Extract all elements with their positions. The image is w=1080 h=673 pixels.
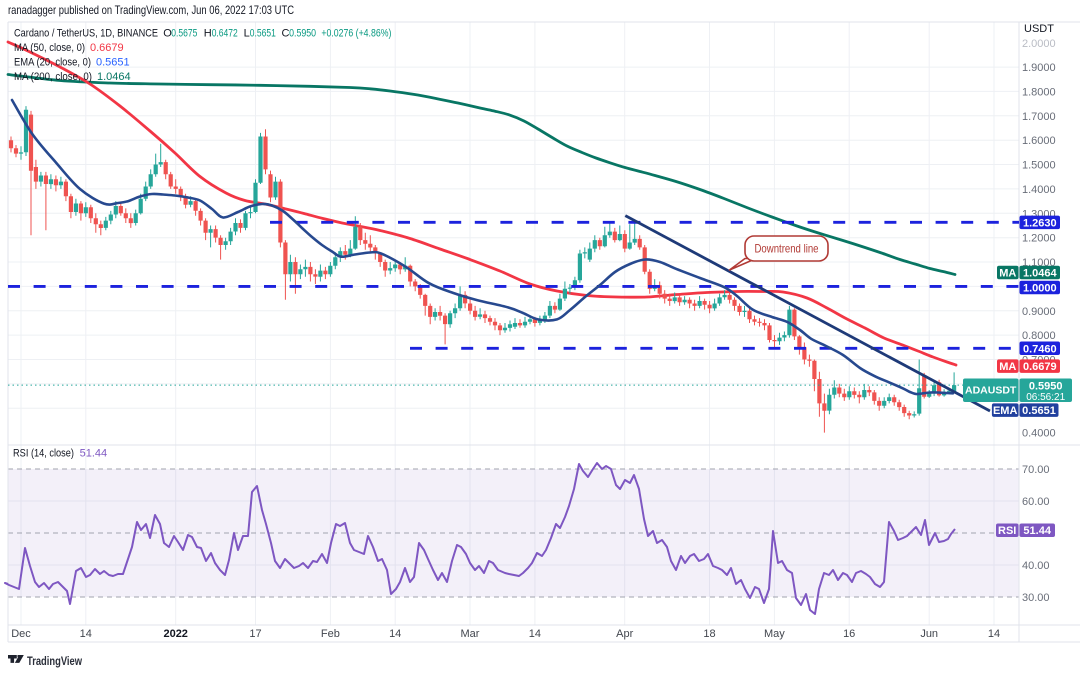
svg-text:1.0464: 1.0464 [1023, 268, 1058, 280]
svg-text:14: 14 [988, 628, 1000, 640]
svg-text:MA (50, close, 0): MA (50, close, 0) [14, 42, 85, 54]
svg-text:1.2000: 1.2000 [1022, 233, 1056, 245]
svg-text:0.5651: 0.5651 [250, 28, 276, 40]
svg-text:0.8000: 0.8000 [1022, 330, 1056, 342]
svg-text:0.5950: 0.5950 [1029, 381, 1063, 393]
svg-text:14: 14 [389, 628, 401, 640]
svg-text:RSI (14, close): RSI (14, close) [13, 448, 74, 460]
svg-text:1.7000: 1.7000 [1022, 111, 1056, 123]
svg-text:0.5651: 0.5651 [96, 57, 130, 69]
svg-text:18: 18 [703, 628, 715, 640]
svg-text:1.0464: 1.0464 [97, 71, 131, 83]
svg-text:40.00: 40.00 [1022, 560, 1050, 572]
svg-text:Apr: Apr [616, 628, 633, 640]
svg-text:0.6472: 0.6472 [212, 28, 238, 40]
svg-text:2022: 2022 [163, 628, 187, 640]
svg-text:Dec: Dec [11, 628, 31, 640]
svg-text:EMA (20, close, 0): EMA (20, close, 0) [14, 57, 91, 69]
svg-text:0.5950: 0.5950 [289, 28, 316, 40]
svg-text:51.44: 51.44 [1023, 525, 1051, 537]
svg-text:0.7460: 0.7460 [1023, 343, 1057, 355]
svg-text:MA: MA [999, 361, 1016, 373]
svg-text:1.2630: 1.2630 [1023, 217, 1057, 229]
svg-text:0.6679: 0.6679 [1023, 361, 1057, 373]
svg-text:Jun: Jun [920, 628, 938, 640]
svg-text:Feb: Feb [321, 628, 340, 640]
svg-text:MA (200, close, 0): MA (200, close, 0) [14, 71, 92, 83]
svg-text:ranadagger published on Tradin: ranadagger published on TradingView.com,… [8, 3, 294, 17]
svg-text:ADAUSDT: ADAUSDT [965, 385, 1017, 397]
svg-text:MA: MA [999, 268, 1016, 280]
svg-text:1.9000: 1.9000 [1022, 62, 1056, 74]
svg-text:L: L [244, 28, 250, 40]
svg-text:USDT: USDT [1024, 23, 1054, 35]
svg-text:C: C [282, 28, 290, 40]
svg-text:14: 14 [529, 628, 541, 640]
svg-text:Cardano / TetherUS, 1D, BINANC: Cardano / TetherUS, 1D, BINANCE [14, 28, 158, 40]
svg-text:0.4000: 0.4000 [1022, 428, 1056, 440]
svg-text:TradingView: TradingView [27, 656, 82, 668]
svg-text:1.6000: 1.6000 [1022, 135, 1056, 147]
svg-text:1.8000: 1.8000 [1022, 86, 1056, 98]
svg-text:06:56:21: 06:56:21 [1026, 392, 1065, 403]
svg-text:1.5000: 1.5000 [1022, 160, 1056, 172]
svg-text:17: 17 [249, 628, 261, 640]
svg-text:Downtrend line: Downtrend line [755, 242, 819, 256]
svg-text:RSI: RSI [998, 525, 1016, 537]
svg-text:1.0000: 1.0000 [1023, 283, 1057, 295]
svg-text:H: H [204, 28, 212, 40]
svg-text:60.00: 60.00 [1022, 496, 1050, 508]
svg-text:+0.0276 (+4.86%): +0.0276 (+4.86%) [321, 28, 391, 40]
svg-text:0.5675: 0.5675 [171, 28, 197, 40]
svg-text:0.6679: 0.6679 [90, 42, 124, 54]
svg-text:Mar: Mar [461, 628, 480, 640]
svg-text:May: May [764, 628, 785, 640]
svg-text:O: O [163, 28, 172, 40]
svg-text:30.00: 30.00 [1022, 592, 1050, 604]
svg-text:0.9000: 0.9000 [1022, 306, 1056, 318]
svg-text:1.4000: 1.4000 [1022, 184, 1056, 196]
svg-text:EMA: EMA [993, 405, 1018, 417]
svg-text:0.5651: 0.5651 [1022, 405, 1056, 417]
svg-text:14: 14 [80, 628, 92, 640]
svg-text:51.44: 51.44 [80, 448, 108, 460]
svg-text:70.00: 70.00 [1022, 464, 1050, 476]
svg-text:16: 16 [843, 628, 855, 640]
svg-text:2.0000: 2.0000 [1022, 38, 1056, 50]
